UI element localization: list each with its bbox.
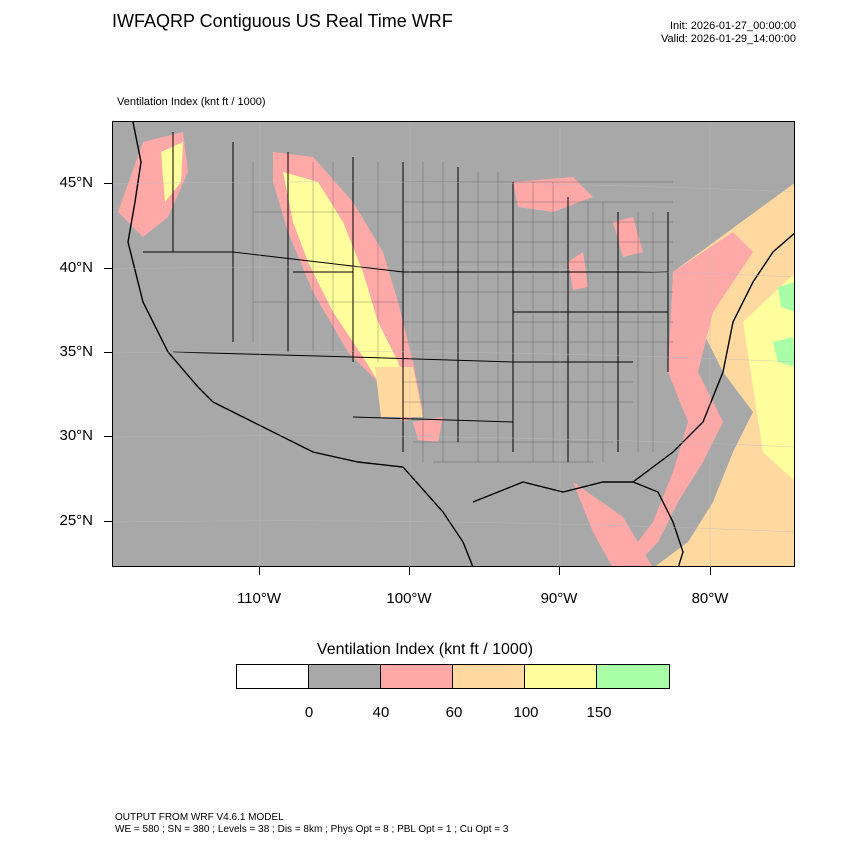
- legend-label-0: 0: [304, 704, 314, 721]
- footer-config-line: WE = 580 ; SN = 380 ; Levels = 38 ; Dis …: [115, 824, 509, 835]
- legend-swatch-3: [453, 665, 525, 688]
- lat-label-45: 45°N: [59, 174, 93, 191]
- legend-label-100: 100: [513, 704, 539, 721]
- legend-swatch-5: [597, 665, 669, 688]
- lon-label-100: 100°W: [386, 590, 432, 607]
- gulf-east-zone: [573, 482, 652, 566]
- lon-tick-110: [259, 567, 260, 575]
- atlantic-high-zone: [743, 273, 794, 481]
- valid-time: Valid: 2026-01-29_14:00:00: [661, 33, 796, 45]
- legend-label-60: 60: [445, 704, 463, 721]
- graticule: [113, 122, 794, 566]
- oklahoma-zone: [375, 367, 423, 417]
- lat-label-35: 35°N: [59, 343, 93, 360]
- legend-label-40: 40: [372, 704, 390, 721]
- map-svg: [113, 122, 794, 566]
- map-panel: [112, 121, 795, 567]
- legend-swatch-4: [525, 665, 597, 688]
- lat-tick-45: [104, 183, 112, 184]
- texas-spot: [413, 417, 443, 442]
- state-boundaries: [143, 132, 669, 462]
- county-boundaries: [252, 162, 673, 463]
- lat-tick-40: [104, 268, 112, 269]
- footer-model-line: OUTPUT FROM WRF V4.6.1 MODEL: [115, 812, 284, 823]
- init-time: Init: 2026-01-27_00:00:00: [670, 20, 796, 32]
- lon-tick-90: [559, 567, 560, 575]
- lat-label-40: 40°N: [59, 259, 93, 276]
- lat-tick-25: [104, 521, 112, 522]
- coastlines: [127, 122, 794, 566]
- lon-tick-80: [710, 567, 711, 575]
- field-subtitle: Ventilation Index (knt ft / 1000): [117, 96, 266, 108]
- lake-michigan-zone: [568, 252, 588, 290]
- lon-tick-100: [409, 567, 410, 575]
- lat-label-25: 25°N: [59, 512, 93, 529]
- atlantic-coastal-zone: [619, 232, 753, 566]
- legend-colorbar: [236, 664, 670, 689]
- legend-label-150: 150: [586, 704, 612, 721]
- atlantic-very-high-spot-2: [773, 337, 794, 367]
- legend-title: Ventilation Index (knt ft / 1000): [316, 641, 534, 658]
- lon-label-110: 110°W: [236, 590, 282, 607]
- lake-huron-zone: [613, 217, 643, 257]
- lat-label-30: 30°N: [59, 427, 93, 444]
- pacific-nw-high: [161, 142, 183, 202]
- legend-swatch-2: [381, 665, 453, 688]
- chart-title: IWFAQRP Contiguous US Real Time WRF: [112, 11, 453, 31]
- legend-swatch-1: [309, 665, 381, 688]
- atlantic-very-high-spot: [778, 282, 794, 312]
- lat-tick-30: [104, 436, 112, 437]
- rockies-high-band: [283, 172, 408, 397]
- legend-swatch-0: [237, 665, 309, 688]
- lat-tick-35: [104, 352, 112, 353]
- lon-label-80: 80°W: [691, 590, 729, 607]
- lon-label-90: 90°W: [540, 590, 578, 607]
